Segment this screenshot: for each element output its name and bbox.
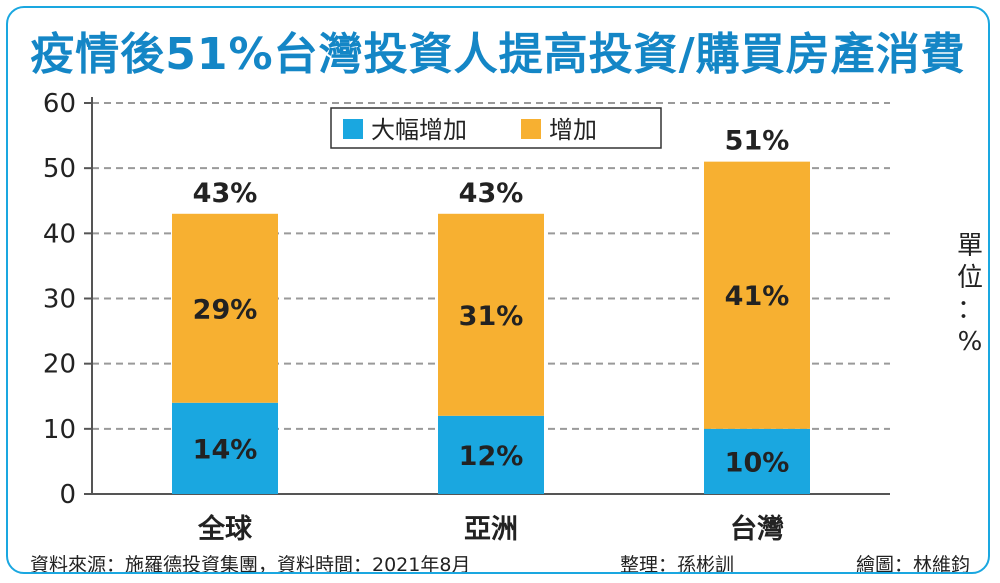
bar-segment-major-increase bbox=[172, 402, 278, 494]
data-label: 31% bbox=[459, 301, 524, 332]
data-label: 14% bbox=[193, 434, 258, 465]
y-tick-label: 10 bbox=[43, 415, 76, 445]
bar-segment-major-increase bbox=[704, 428, 810, 494]
source-note: 資料來源：施羅德投資集團，資料時間：2021年8月 bbox=[30, 554, 471, 574]
total-label: 43% bbox=[193, 178, 258, 209]
bar-segment-increase bbox=[172, 213, 278, 403]
unit-char: 位 bbox=[956, 263, 983, 293]
y-tick-label: 0 bbox=[59, 480, 76, 510]
unit-char: ： bbox=[956, 295, 983, 325]
total-label: 43% bbox=[459, 178, 524, 209]
y-tick-label: 20 bbox=[43, 350, 76, 380]
bar-segment-major-increase bbox=[438, 415, 544, 494]
bar-segment-increase bbox=[438, 213, 544, 416]
data-label: 41% bbox=[725, 281, 790, 312]
legend-swatch-major-increase bbox=[343, 119, 363, 139]
y-tick-label: 60 bbox=[43, 89, 76, 119]
x-tick-label: 亞洲 bbox=[464, 514, 518, 545]
y-tick-label: 50 bbox=[43, 154, 76, 184]
y-tick-label: 40 bbox=[43, 219, 76, 249]
editor-credit: 整理：孫彬訓 bbox=[620, 554, 735, 574]
bar-segment-increase bbox=[704, 161, 810, 429]
unit-label: 單 位 ： % bbox=[952, 230, 988, 358]
legend-label: 大幅增加 bbox=[371, 116, 467, 144]
legend bbox=[330, 107, 662, 149]
data-label: 29% bbox=[193, 294, 258, 325]
data-label: 10% bbox=[725, 447, 790, 478]
legend-label: 增加 bbox=[549, 116, 597, 144]
footer: 資料來源：施羅德投資集團，資料時間：2021年8月 整理：孫彬訓 繪圖：林維鈞 bbox=[8, 550, 988, 574]
legend-swatch-increase bbox=[521, 119, 541, 139]
x-tick-label: 台灣 bbox=[730, 513, 784, 545]
chart-frame: 疫情後51%台灣投資人提高投資/購買房產消費 0 10 20 30 40 50 60 14% 2… bbox=[6, 6, 990, 574]
total-label: 51% bbox=[725, 126, 790, 157]
unit-char: % bbox=[957, 327, 983, 357]
artist-credit: 繪圖：林維鈞 bbox=[856, 554, 971, 574]
chart-title: 疫情後51%台灣投資人提高投資/購買房產消費 bbox=[30, 29, 966, 80]
stacked-bar-chart: 0 10 20 30 40 50 60 14% 29% 43% 全球 12% 31% 43% 亞洲 10% 41… bbox=[43, 89, 890, 545]
x-tick-label: 全球 bbox=[197, 513, 253, 545]
unit-char: 單 bbox=[956, 231, 983, 261]
y-tick-label: 30 bbox=[43, 285, 76, 315]
data-label: 12% bbox=[459, 441, 524, 472]
